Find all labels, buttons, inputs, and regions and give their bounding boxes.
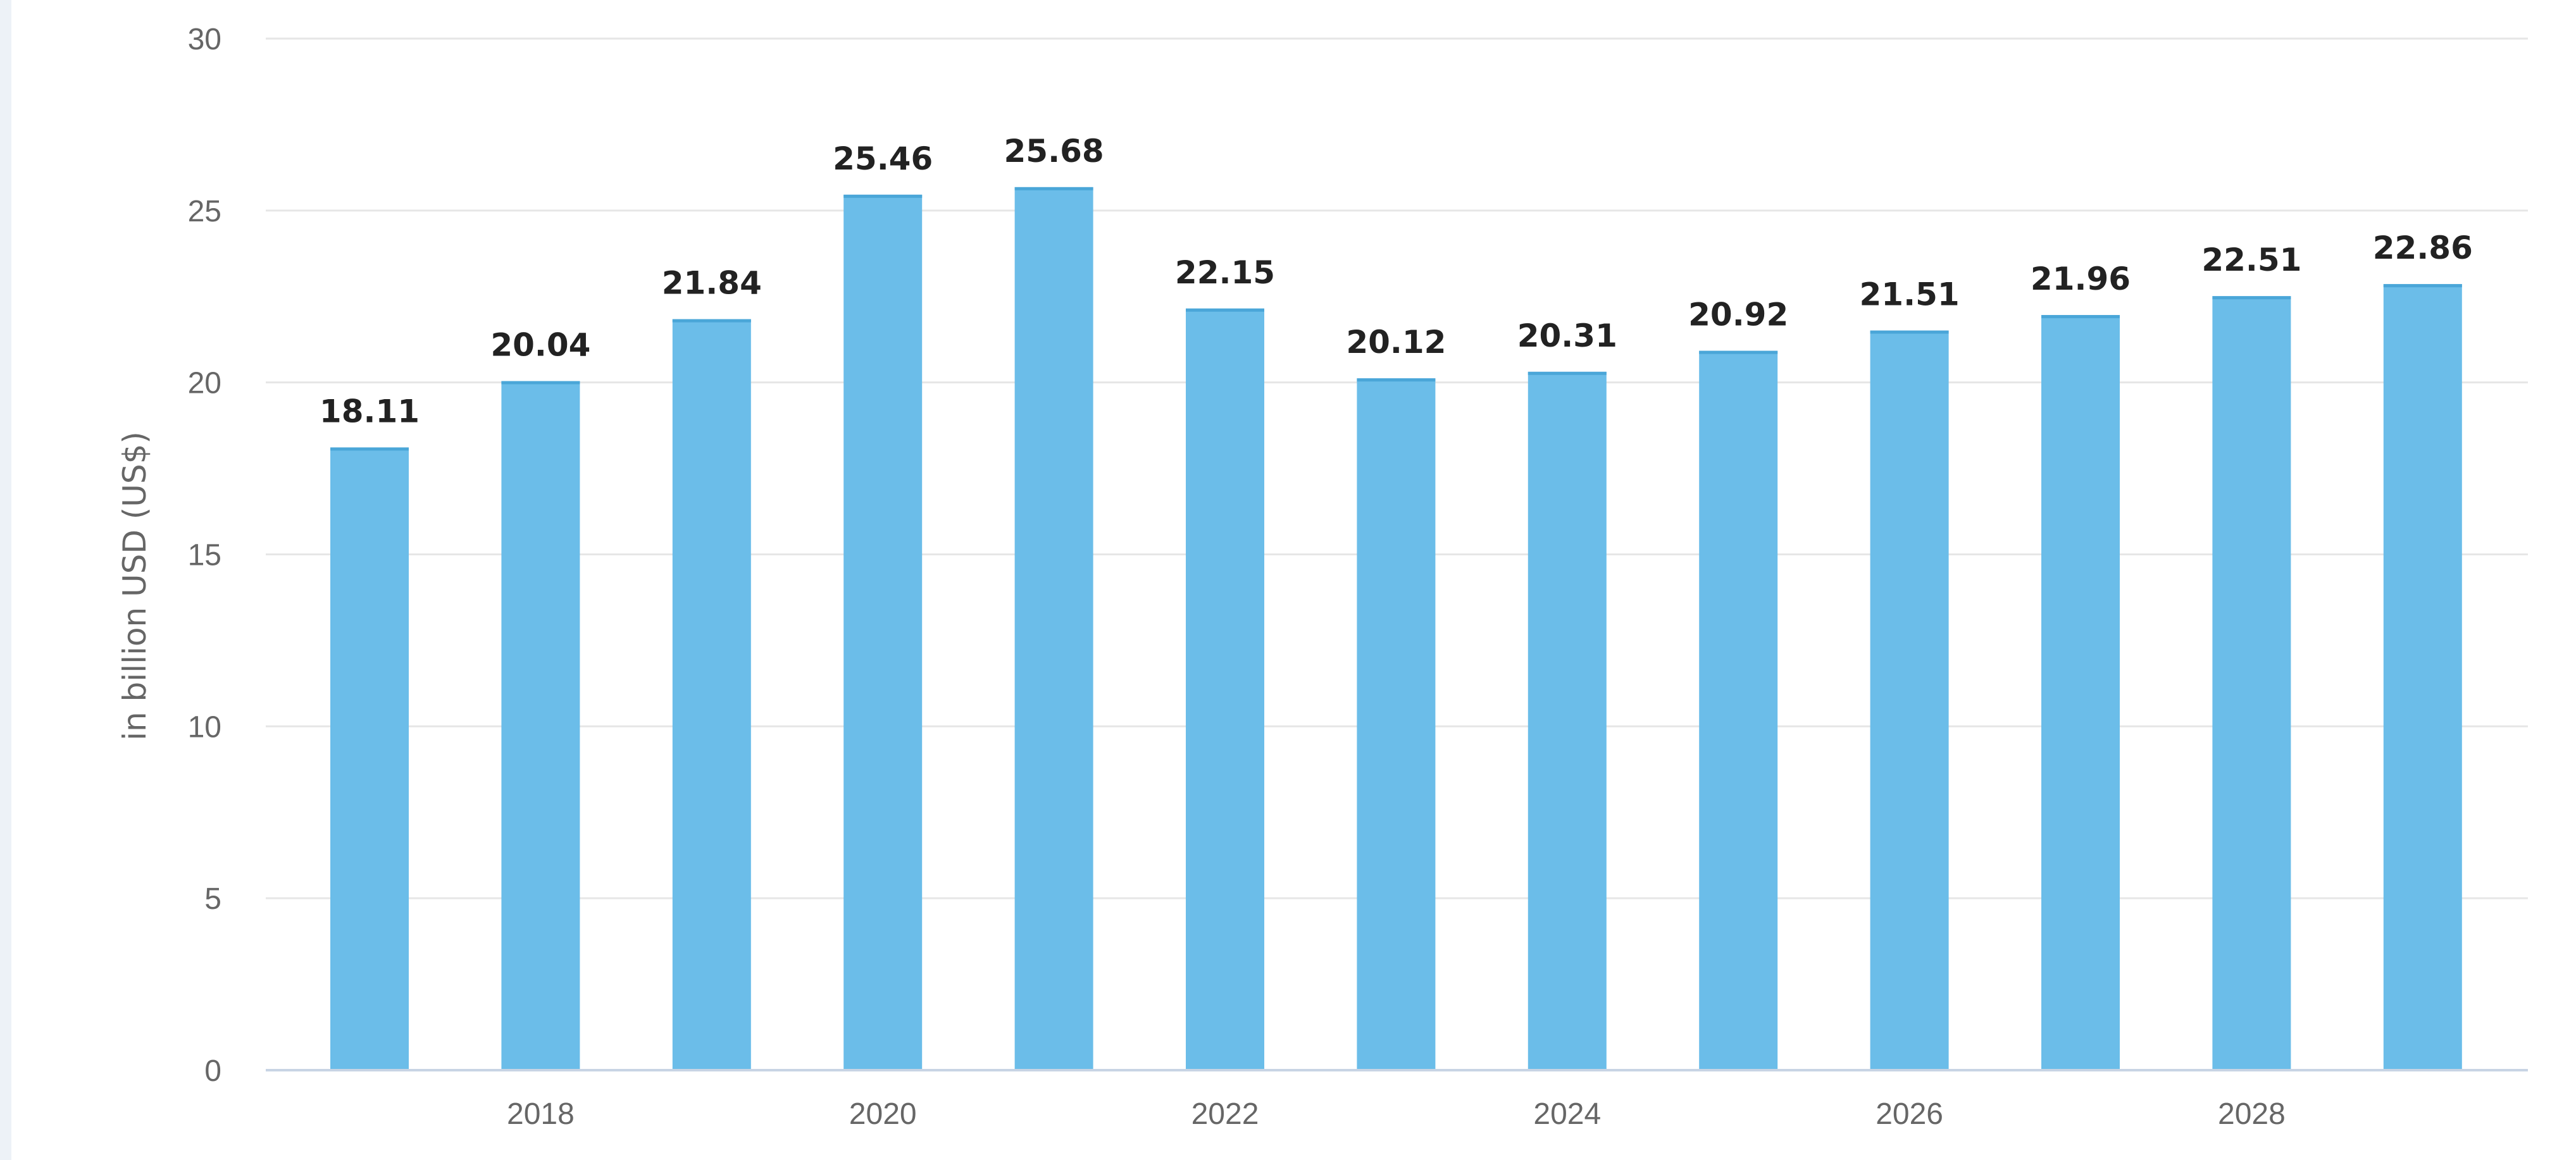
y-tick-label: 15 [188, 539, 221, 572]
bar [330, 447, 409, 1070]
y-tick-label: 5 [204, 882, 221, 916]
data-label: 20.04 [490, 326, 590, 363]
data-label: 22.51 [2201, 242, 2301, 278]
x-axis-ticks: 2018 2020 2022 2024 2026 2028 [507, 1097, 2286, 1131]
bar-top-edge [1699, 350, 1778, 354]
x-tick-label: 2028 [2218, 1097, 2286, 1131]
data-label: 22.15 [1175, 254, 1275, 291]
data-labels: 18.11 20.04 21.84 25.46 25.68 22.15 20.12 20.31… [320, 133, 2473, 430]
bar [1870, 330, 1949, 1070]
bars [330, 187, 2462, 1071]
bar-top-edge [501, 381, 580, 385]
bar-top-edge [843, 194, 923, 198]
bar-top-edge [1357, 378, 1436, 382]
data-label: 21.51 [1860, 276, 1960, 313]
bar-top-edge [2041, 315, 2120, 319]
y-axis-title: in billion USD (US$) [116, 431, 153, 741]
data-label: 21.96 [2031, 261, 2131, 297]
bar-top-edge [2212, 296, 2291, 300]
x-tick-label: 2026 [1876, 1097, 1943, 1131]
data-label: 25.68 [1004, 133, 1104, 170]
bar [2212, 296, 2291, 1071]
bar-top-edge [1870, 330, 1949, 334]
bar [2383, 284, 2462, 1071]
bar [1699, 350, 1778, 1070]
y-tick-label: 0 [204, 1054, 221, 1088]
x-tick-label: 2024 [1533, 1097, 1601, 1131]
left-edge-strip [0, 0, 11, 1160]
bar-top-edge [1014, 187, 1093, 190]
bar [2041, 315, 2120, 1070]
bar [501, 381, 580, 1071]
bar [1186, 308, 1264, 1070]
data-label: 18.11 [320, 393, 420, 429]
bar-top-edge [1528, 371, 1607, 375]
y-tick-label: 20 [188, 367, 221, 400]
bar [843, 194, 923, 1070]
data-label: 22.86 [2373, 230, 2473, 266]
bar [672, 319, 751, 1071]
bar-top-edge [2383, 284, 2462, 288]
bar-top-edge [330, 447, 409, 451]
bar [1357, 378, 1436, 1071]
y-tick-label: 30 [188, 23, 221, 56]
y-axis-ticks: 0 5 10 15 20 25 30 [188, 23, 221, 1088]
bar-top-edge [1186, 308, 1264, 312]
y-tick-label: 25 [188, 195, 221, 228]
bar-top-edge [672, 319, 751, 323]
data-label: 20.92 [1688, 297, 1788, 333]
x-tick-label: 2018 [507, 1097, 575, 1131]
y-tick-label: 10 [188, 710, 221, 744]
data-label: 21.84 [662, 265, 762, 302]
data-label: 20.12 [1346, 324, 1446, 361]
bar [1528, 371, 1607, 1070]
x-tick-label: 2020 [849, 1097, 917, 1131]
bar [1014, 187, 1093, 1070]
x-tick-label: 2022 [1192, 1097, 1259, 1131]
data-label: 25.46 [833, 140, 933, 177]
data-label: 20.31 [1517, 318, 1617, 354]
